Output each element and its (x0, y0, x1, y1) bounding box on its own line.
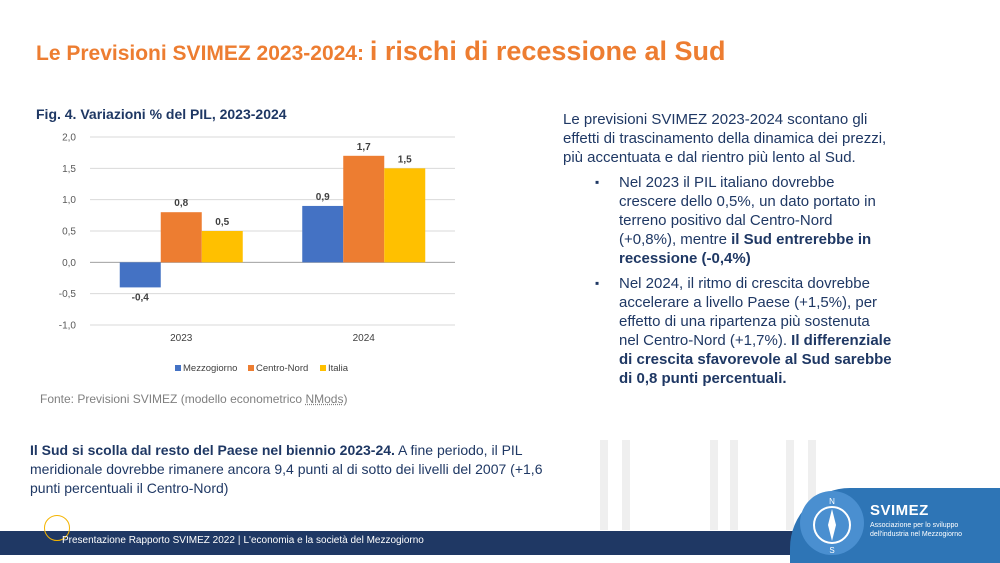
logo-name: SVIMEZ (870, 502, 929, 519)
commentary-intro: Le previsioni SVIMEZ 2023-2024 scontano … (563, 111, 887, 166)
figure-caption: Fig. 4. Variazioni % del PIL, 2023-2024 (36, 106, 287, 122)
bullet-2024: ▪ Nel 2024, il ritmo di crescita dovrebb… (595, 274, 893, 388)
bottom-summary-rest: A fine periodo, il PIL meridionale dovre… (30, 442, 543, 496)
bullet-marker-icon: ▪ (595, 276, 600, 290)
y-tick-label: -0,5 (59, 289, 77, 300)
compass-letter-n: N (829, 497, 835, 506)
x-tick-label: 2023 (170, 333, 193, 344)
gdp-bar-chart: -1,0 -0,5 0,0 0,5 1,0 1,5 2,0 -0,4 0,8 0,5 2023 0,9… (59, 133, 455, 374)
y-tick-label: 2,0 (62, 133, 76, 144)
bar (302, 205, 344, 263)
circle-decoration-icon (44, 515, 70, 541)
commentary-bullets: ▪ Nel 2023 il PIL italiano dovrebbe cres… (595, 173, 893, 388)
legend-swatch (175, 365, 181, 371)
bar (384, 168, 426, 263)
y-tick-label: 1,5 (62, 164, 76, 175)
data-label: 1,7 (357, 142, 371, 153)
bar (160, 212, 202, 263)
compass-badge-icon: N S (800, 491, 864, 555)
y-tick-label: 1,0 (62, 195, 76, 206)
slide-title-part1: Le Previsioni SVIMEZ 2023-2024: (36, 42, 370, 65)
compass-icon: N S (813, 497, 851, 555)
bullet-2024-text: Nel 2024, il ritmo di crescita dovrebbe … (619, 275, 878, 349)
footer-part2: L'economia e la società del Mezzogiorno (243, 535, 424, 546)
bottom-summary: Il Sud si scolla dal resto del Paese nel… (30, 441, 550, 498)
legend-label: Centro-Nord (256, 363, 308, 374)
legend-swatch (320, 365, 326, 371)
bullet-2023-text: Nel 2023 il PIL italiano dovrebbe cresce… (619, 174, 876, 248)
slide-title-part2: i rischi di recessione al Sud (369, 36, 726, 66)
data-label: 0,9 (316, 192, 330, 203)
bullet-marker-icon: ▪ (595, 175, 600, 189)
x-tick-label: 2024 (353, 333, 376, 344)
bar (343, 155, 385, 263)
source-model: NMods (305, 392, 344, 406)
bar (201, 231, 243, 263)
legend-swatch (248, 365, 254, 371)
data-label: 0,5 (215, 217, 229, 228)
legend-label: Mezzogiorno (183, 363, 237, 374)
commentary: Le previsioni SVIMEZ 2023-2024 scontano … (563, 110, 893, 394)
legend-label: Italia (328, 363, 349, 374)
footer-text: Presentazione Rapporto SVIMEZ 2022 | L'eco… (62, 535, 424, 546)
source-note: Fonte: Previsioni SVIMEZ (modello econom… (40, 392, 347, 406)
data-label: 0,8 (174, 198, 188, 209)
bar (119, 262, 161, 288)
y-tick-label: 0,5 (62, 227, 76, 238)
slide-title: Le Previsioni SVIMEZ 2023-2024: i rischi… (36, 36, 725, 67)
footer-part1: Presentazione Rapporto SVIMEZ 2022 (62, 535, 235, 546)
compass-letter-s: S (829, 546, 834, 555)
bullet-2023-bold: il Sud entrerebbe in recessione (-0,4%) (619, 231, 872, 267)
logo-subtitle: Associazione per lo sviluppo dell'indust… (870, 522, 962, 538)
source-suffix: ) (343, 392, 348, 406)
data-label: 1,5 (398, 154, 412, 165)
y-tick-label: 0,0 (62, 258, 76, 269)
footer-separator: | (237, 535, 241, 546)
source-prefix: Fonte: Previsioni SVIMEZ (modello econom… (40, 392, 306, 406)
bottom-summary-bold: Il Sud si scolla dal resto del Paese nel… (30, 442, 395, 458)
bullet-2023: ▪ Nel 2023 il PIL italiano dovrebbe cres… (595, 173, 893, 268)
bullet-2024-bold: Il differenziale di crescita sfavorevole… (619, 332, 892, 387)
background-stripes (560, 440, 1000, 530)
data-label: -0,4 (132, 292, 150, 303)
svimez-logo: N S SVIMEZ Associazione per lo sviluppo … (790, 488, 1000, 563)
y-tick-label: -1,0 (59, 321, 77, 332)
